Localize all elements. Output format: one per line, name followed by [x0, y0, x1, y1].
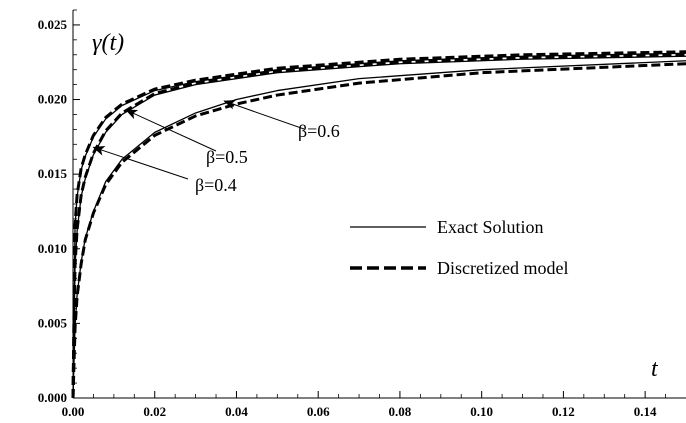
series-solid-line [72, 60, 686, 399]
legend-label: Exact Solution [437, 217, 544, 237]
curves [71, 50, 686, 399]
annotation-label: β=0.6 [298, 121, 340, 141]
series-dashed-line [71, 50, 686, 399]
y-tick-label: 0.000 [38, 390, 67, 405]
x-axis-title: t [651, 356, 659, 382]
series-solid-line [72, 52, 686, 399]
y-tick-label: 0.010 [38, 241, 67, 256]
x-tick-label: 0.06 [307, 404, 330, 419]
x-tick-label: 0.04 [225, 404, 248, 419]
x-tick-label: 0.14 [634, 404, 657, 419]
y-tick-label: 0.005 [38, 315, 68, 330]
series-dashed-line [71, 53, 686, 399]
axes: 0.000 0.005 0.010 0.015 0.020 0.025 0.00 0.02 0.… [38, 9, 686, 419]
annotation-arrow [223, 99, 305, 130]
annotation-arrow [125, 109, 217, 152]
x-tick-label: 0.00 [62, 404, 85, 419]
y-tick-label: 0.020 [38, 92, 67, 107]
y-axis-title: γ(t) [92, 30, 124, 56]
legend-label: Discretized model [437, 258, 568, 278]
x-tick-label: 0.02 [143, 404, 166, 419]
x-tick-label: 0.10 [470, 404, 493, 419]
x-tick-label: 0.12 [552, 404, 575, 419]
annotation-arrow [92, 146, 189, 180]
legend: Exact Solution Discretized model [350, 217, 568, 278]
y-tick-label: 0.025 [38, 17, 68, 32]
x-tick-label: 0.08 [389, 404, 412, 419]
annotation-label: β=0.5 [206, 147, 248, 167]
y-tick-label: 0.015 [38, 166, 68, 181]
series-dashed-line [71, 62, 686, 399]
annotations: β=0.4 β=0.5 β=0.6 [92, 99, 340, 195]
annotation-label: β=0.4 [195, 175, 237, 195]
